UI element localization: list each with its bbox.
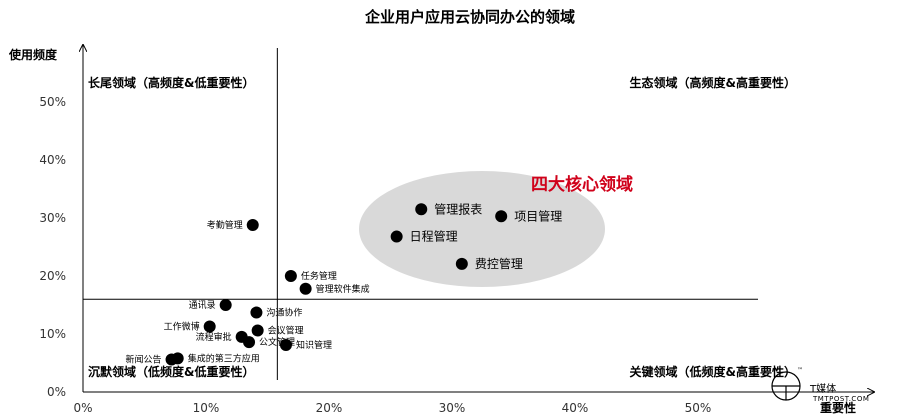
tick-labels: 0% 10% 20% 30% 40% 50% 0% 10% 20% 30% 40% 50% — [39, 95, 711, 415]
quadrant-label-top-left: 长尾领域（高频度&低重要性） — [88, 75, 254, 90]
data-point-label: 管理软件集成 — [316, 283, 370, 295]
x-tick-label: 40% — [562, 401, 589, 415]
x-tick-label: 0% — [73, 401, 92, 415]
logo-tm: ™ — [797, 367, 803, 374]
data-point — [203, 320, 216, 333]
data-point — [251, 324, 264, 337]
data-point-label: 日程管理 — [410, 229, 458, 244]
data-point-label: 沟通协作 — [266, 307, 302, 319]
data-point-label: 流程审批 — [196, 331, 232, 343]
y-tick-label: 50% — [39, 95, 66, 109]
data-point — [250, 306, 263, 319]
data-point-label: 任务管理 — [301, 270, 337, 282]
quadrant-label-top-right: 生态领域（高频度&高重要性） — [630, 75, 796, 90]
quadrant-label-bottom-left: 沉默领域（低频度&低重要性） — [88, 364, 254, 379]
data-point — [390, 230, 403, 243]
x-tick-label: 10% — [193, 401, 220, 415]
data-point-label: 项目管理 — [514, 208, 562, 223]
y-tick-label: 0% — [47, 385, 66, 399]
data-point-label: 知识管理 — [296, 339, 332, 351]
data-point-label: 集成的第三方应用 — [188, 352, 260, 364]
data-point — [284, 270, 297, 282]
data-point-label: 费控管理 — [475, 256, 523, 271]
data-point — [279, 339, 292, 352]
x-tick-label: 30% — [439, 401, 466, 415]
data-point-label: 考勤管理 — [207, 219, 243, 231]
data-point — [495, 210, 508, 223]
data-points: 考勤管理 管理报表 项目管理日程管理费控管理任务管理管理软件集成通讯录沟通协作工作微… — [126, 201, 562, 366]
tmtpost-logo: T媒体 TMTPOST.COM ™ — [771, 367, 869, 403]
chart-title: 企业用户应用云协同办公的领域 — [364, 8, 575, 26]
data-point — [246, 218, 259, 231]
y-tick-label: 40% — [39, 153, 66, 167]
y-tick-label: 10% — [39, 327, 66, 341]
core-area-label: 四大核心领域 — [531, 174, 633, 195]
data-point-label: 工作微博 — [164, 320, 200, 332]
x-tick-label: 20% — [316, 401, 343, 415]
data-point-label: 新闻公告 — [126, 354, 162, 366]
y-tick-label: 20% — [39, 269, 66, 283]
x-axis-label: 重要性 — [820, 400, 856, 415]
data-point — [171, 352, 184, 365]
data-point — [219, 299, 232, 311]
data-point-label: 通讯录 — [189, 300, 216, 311]
logo-text: T媒体 — [809, 383, 836, 395]
data-point — [299, 282, 312, 295]
quadrant-label-bottom-right: 关键领域（低频度&高重要性） — [630, 364, 796, 379]
x-tick-label: 50% — [685, 401, 712, 415]
core-area-ellipse — [359, 171, 605, 287]
data-point — [455, 257, 468, 270]
y-axis-label: 使用频度 — [8, 47, 58, 62]
data-point — [243, 336, 256, 349]
data-point — [415, 203, 428, 216]
data-point-label: 会议管理 — [268, 325, 304, 337]
data-point-label: 管理报表 — [434, 201, 482, 216]
y-tick-label: 30% — [39, 211, 66, 225]
logo-url: TMTPOST.COM — [812, 395, 869, 403]
